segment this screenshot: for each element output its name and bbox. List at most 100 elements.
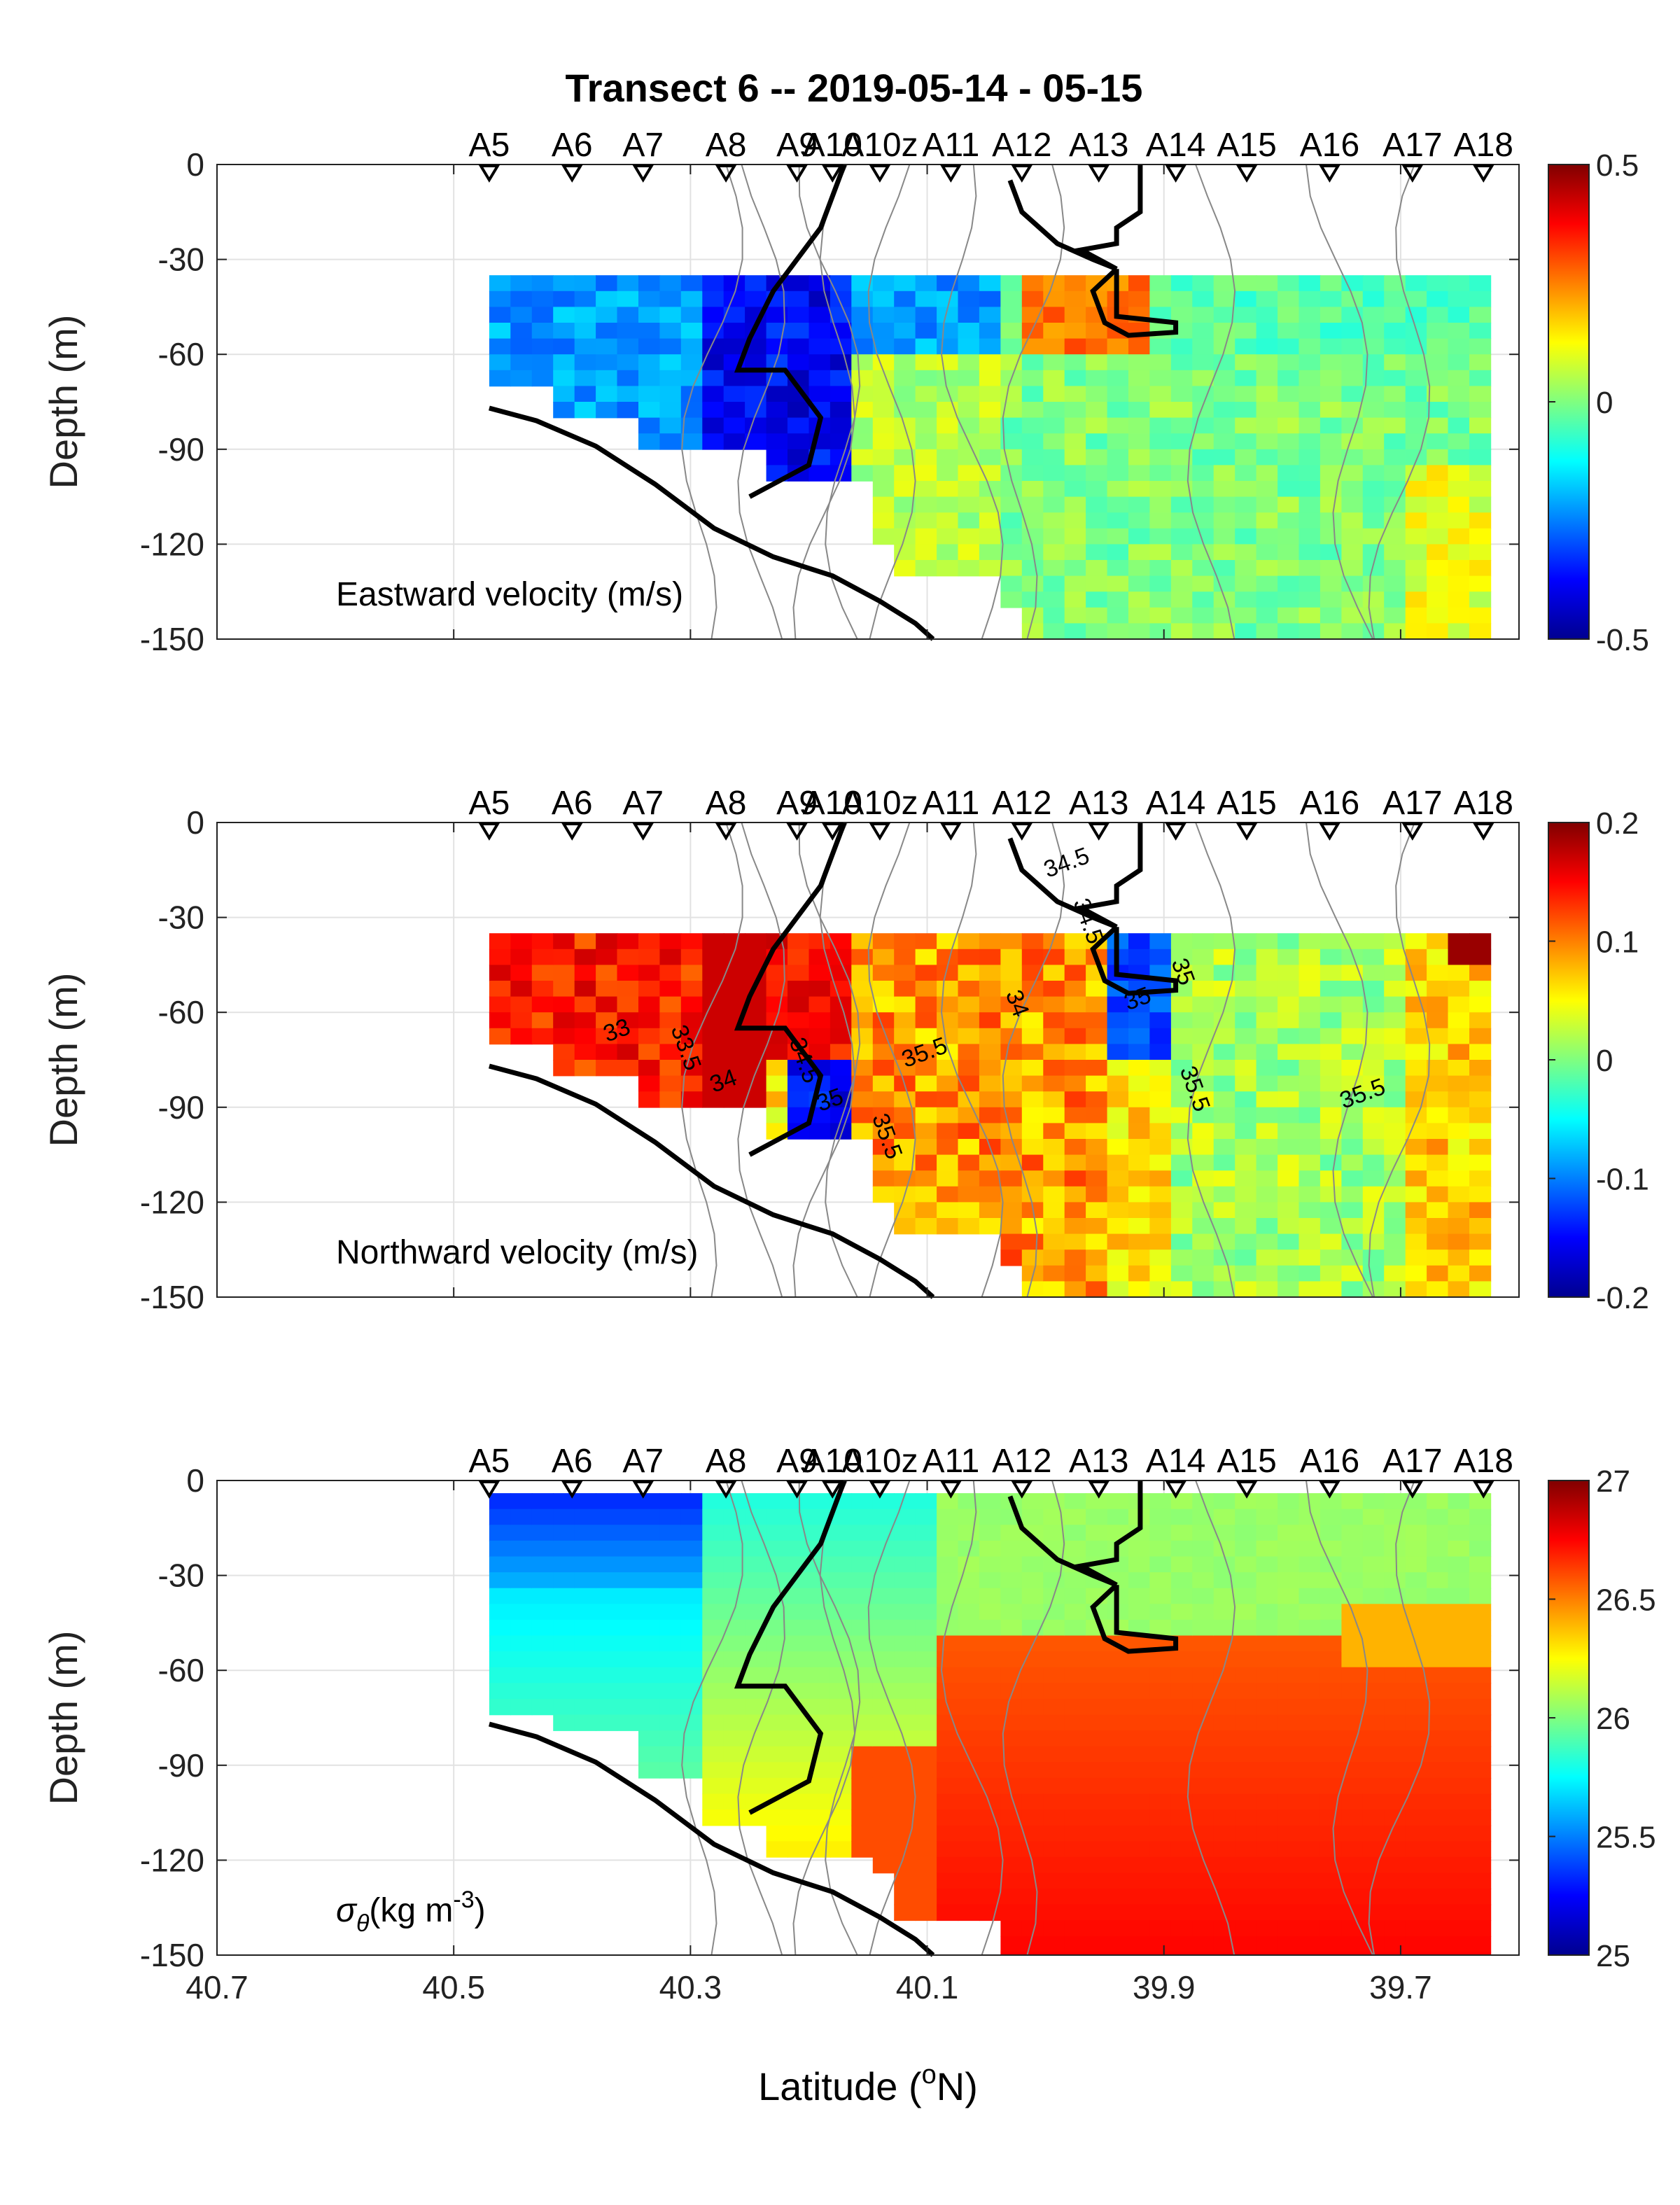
heatmap-cell: [1341, 1281, 1364, 1297]
heatmap-cell: [723, 1540, 746, 1558]
heatmap-cell: [1021, 386, 1044, 402]
heatmap-cell: [766, 1107, 788, 1124]
heatmap-cell: [1298, 607, 1321, 624]
heatmap-cell: [1170, 307, 1194, 323]
station-label: A8: [706, 127, 747, 164]
heatmap-cell: [1086, 623, 1108, 639]
heatmap-cell: [659, 417, 682, 434]
heatmap-cell: [680, 1075, 703, 1092]
heatmap-cell: [1000, 1872, 1023, 1889]
heatmap-cell: [1107, 544, 1129, 561]
station-marker: [1088, 1480, 1110, 1499]
heatmap-cell: [1107, 1233, 1129, 1250]
heatmap-cell: [1448, 1028, 1470, 1045]
heatmap-cell: [1469, 1233, 1492, 1250]
heatmap-cell: [915, 1123, 937, 1140]
station-label: A18: [1454, 1443, 1513, 1480]
heatmap-cell: [979, 275, 1002, 292]
heatmap-cell: [510, 354, 533, 371]
heatmap-cell: [1278, 1952, 1300, 1955]
heatmap-cell: [1021, 1044, 1044, 1060]
heatmap-cell: [489, 981, 512, 997]
heatmap-cell: [1469, 1044, 1492, 1060]
heatmap-cell: [1384, 528, 1406, 545]
heatmap-cell: [1213, 512, 1236, 529]
heatmap-cell: [1000, 1619, 1023, 1637]
station-marker: [1401, 1480, 1424, 1499]
heatmap-cell: [766, 1493, 788, 1510]
heatmap-cell: [1298, 290, 1321, 308]
panel-density-contours: [681, 1480, 1431, 1955]
heatmap-cell: [1213, 1698, 1236, 1716]
heatmap-cell: [1362, 1139, 1385, 1156]
heatmap-cell: [1448, 1935, 1470, 1953]
station-label: A7: [622, 127, 664, 164]
heatmap-cell: [851, 307, 874, 323]
heatmap-cell: [1043, 449, 1065, 466]
heatmap-cell: [1469, 1825, 1492, 1842]
heatmap-cell: [1107, 496, 1129, 513]
heatmap-cell: [1256, 1170, 1278, 1187]
colorbar-tick-label: -0.1: [1596, 1163, 1649, 1197]
station-marker: [1165, 822, 1187, 841]
heatmap-cell: [937, 1139, 959, 1156]
heatmap-cell: [659, 354, 682, 371]
heatmap-cell: [958, 1809, 980, 1826]
heatmap-cell: [1469, 1889, 1492, 1905]
heatmap-cell: [1064, 544, 1086, 561]
heatmap-cell: [937, 1635, 959, 1652]
heatmap-cell: [617, 290, 639, 308]
heatmap-cell: [510, 275, 533, 292]
heatmap-cell: [1107, 1493, 1129, 1510]
heatmap-cell: [1341, 275, 1364, 292]
heatmap-cell: [937, 465, 959, 482]
heatmap-cell: [1149, 1714, 1172, 1731]
heatmap-cell: [1128, 528, 1151, 545]
heatmap-cell: [1448, 1872, 1470, 1889]
heatmap-cell: [638, 981, 661, 997]
heatmap-cell: [1405, 275, 1427, 292]
heatmap-cell: [1341, 1714, 1364, 1731]
heatmap-cell: [1341, 1667, 1364, 1684]
heatmap-cell: [1448, 1281, 1470, 1297]
heatmap-cell: [1149, 1730, 1172, 1747]
heatmap-cell: [1149, 1825, 1172, 1842]
heatmap-cell: [872, 1044, 895, 1060]
density-label-text: (kg m: [369, 1892, 453, 1929]
heatmap-cell: [489, 1493, 512, 1510]
heatmap-cell: [1341, 575, 1364, 592]
station-marker: [715, 1480, 737, 1499]
heatmap-cell: [1064, 575, 1086, 592]
heatmap-cell: [958, 948, 980, 966]
heatmap-cell: [1298, 1186, 1321, 1203]
heatmap-cell: [680, 290, 703, 308]
heatmap-cell: [1448, 1635, 1470, 1652]
heatmap-cell: [1064, 1856, 1086, 1874]
station-label: A13: [1069, 1443, 1128, 1480]
heatmap-cell: [1278, 1651, 1300, 1668]
heatmap-cell: [1064, 1904, 1086, 1921]
heatmap-cell: [531, 1540, 554, 1558]
heatmap-cell: [937, 1012, 959, 1029]
heatmap-cell: [702, 307, 724, 323]
heatmap-cell: [788, 1091, 810, 1108]
x-tick-label: 39.7: [1369, 1969, 1432, 2005]
heatmap-cell: [937, 528, 959, 545]
heatmap-cell: [1362, 981, 1385, 997]
heatmap-cell: [574, 1493, 596, 1510]
heatmap-cell: [958, 512, 980, 529]
heatmap-cell: [894, 1651, 916, 1668]
heatmap-cell: [1298, 1012, 1321, 1029]
heatmap-cell: [1256, 1841, 1278, 1858]
panel-density-heatmap: [489, 1493, 1492, 1955]
heatmap-cell: [1043, 1920, 1065, 1937]
heatmap-cell: [1278, 1107, 1300, 1124]
heatmap-cell: [1021, 1793, 1044, 1810]
heatmap-cell: [510, 1572, 533, 1589]
heatmap-cell: [1448, 560, 1470, 577]
heatmap-cell: [1235, 1889, 1257, 1905]
heatmap-cell: [1341, 1091, 1364, 1108]
heatmap-cell: [1469, 1841, 1492, 1858]
heatmap-cell: [1298, 1809, 1321, 1826]
x-tick-label: 40.1: [896, 1969, 959, 2005]
